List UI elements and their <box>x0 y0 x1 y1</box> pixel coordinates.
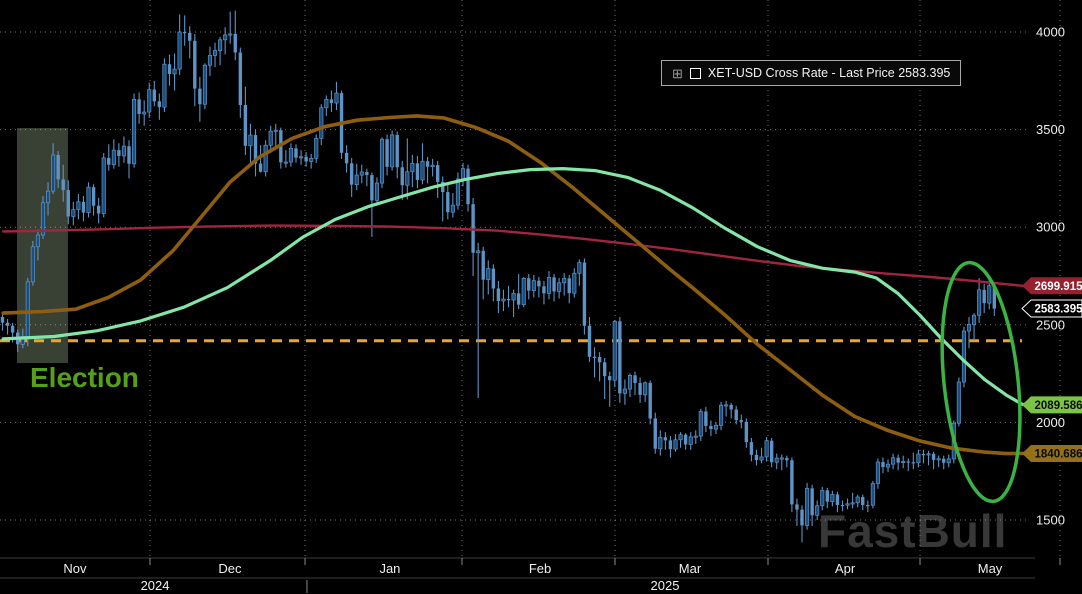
election-annotation: Election <box>30 362 139 393</box>
medium-ma-brown <box>1 114 1025 456</box>
svg-text:3000: 3000 <box>1036 220 1065 235</box>
price-badges-layer: 2699.915 2583.395 2089.586 1840.686 <box>1021 277 1082 462</box>
highlight-layer <box>940 260 1022 504</box>
year-label: 2024 <box>141 578 170 593</box>
price-badge <box>1022 396 1082 414</box>
candles-layer <box>0 10 997 543</box>
election-band <box>16 128 68 364</box>
ma-lines-layer <box>1 114 1025 456</box>
svg-text:2583.395: 2583.395 <box>1035 304 1082 316</box>
svg-text:3500: 3500 <box>1036 122 1065 137</box>
month-label: Mar <box>679 561 702 576</box>
month-label: May <box>978 561 1003 576</box>
grid-layer <box>0 0 1061 558</box>
price-badge <box>1021 299 1082 318</box>
svg-text:1500: 1500 <box>1036 513 1065 528</box>
watermark: FastBull <box>818 505 1008 557</box>
x-axis: Nov Dec Jan Feb Mar Apr May 2024 2025 <box>0 557 1061 593</box>
svg-text:2089.586: 2089.586 <box>1035 400 1082 412</box>
long-term-ma-red <box>2 224 1024 287</box>
y-axis: 4000 3500 3000 2500 2000 1500 <box>1036 25 1065 528</box>
legend[interactable]: ⊞ XET-USD Cross Rate - Last Price 2583.3… <box>661 60 962 86</box>
month-label: Apr <box>835 561 856 576</box>
month-label: Nov <box>63 561 87 576</box>
svg-text:1840.686: 1840.686 <box>1035 448 1082 460</box>
month-label: Feb <box>529 561 551 576</box>
candlestick-swatch-icon <box>689 67 701 79</box>
price-badge <box>1022 444 1082 462</box>
svg-text:2699.915: 2699.915 <box>1035 281 1082 293</box>
month-label: Jan <box>379 561 400 576</box>
slow-ma-green <box>1 167 1025 406</box>
month-label: Dec <box>218 561 242 576</box>
svg-text:2500: 2500 <box>1036 317 1065 332</box>
svg-text:4000: 4000 <box>1036 25 1065 40</box>
highlight-ellipse <box>940 260 1022 504</box>
election-band-layer <box>16 128 68 364</box>
price-badge <box>1022 277 1082 295</box>
year-label: 2025 <box>651 578 680 593</box>
svg-text:2000: 2000 <box>1036 415 1065 430</box>
grid-icon: ⊞ <box>672 65 683 81</box>
legend-label: XET-USD Cross Rate - Last Price 2583.395 <box>707 66 951 80</box>
